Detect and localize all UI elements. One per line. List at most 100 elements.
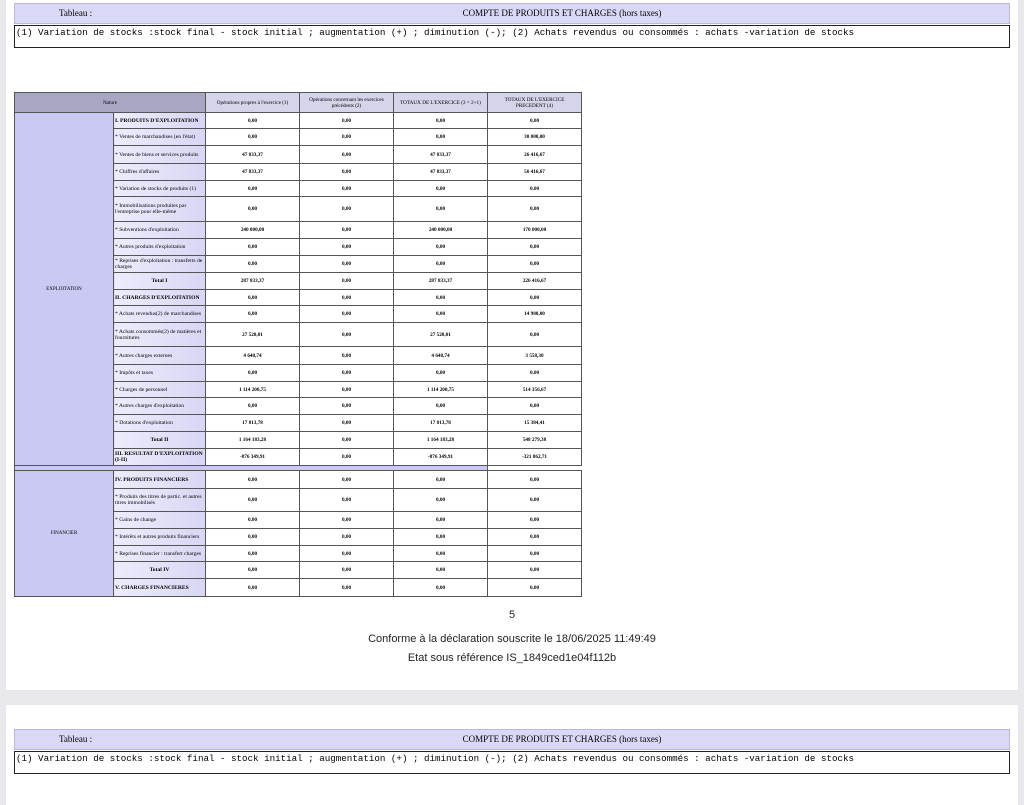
table-row: EXPLOITATION I. PRODUITS D'EXPLOITATION 0,…	[14, 112, 582, 466]
value-cell: 0,00	[299, 528, 394, 546]
value-cell: 0,00	[393, 305, 488, 323]
value-cell: 0,00	[487, 289, 582, 306]
value-cell: -321 862,71	[487, 448, 582, 466]
value-cell: 0,00	[299, 255, 394, 273]
table-row: * Charges de personnel 1 114 200,75 0,00 1 …	[15, 381, 582, 398]
row-label: II. CHARGES D'EXPLOITATION	[113, 289, 206, 306]
value-cell: 0,00	[205, 578, 300, 597]
row-label: III. RESULTAT D'EXPLOITATION (I-II)	[113, 448, 206, 466]
table-row: * Achats revendus(2) de marchandises 0,00…	[15, 305, 582, 323]
value-cell: 0,00	[487, 511, 582, 529]
value-cell: 4 648,74	[205, 346, 300, 365]
footnote-box: (1) Variation de stocks :stock final - s…	[14, 751, 1010, 774]
table-row: V. CHARGES FINANCIERES 0,00 0,00 0,00 0,00	[15, 578, 582, 597]
value-cell: 0,00	[487, 528, 582, 546]
value-cell: 47 833,37	[393, 145, 488, 164]
value-cell: 0,00	[487, 255, 582, 273]
table-row: Total II 1 164 183,28 0,00 1 164 183,28 548 …	[15, 431, 582, 449]
value-cell: 240 000,00	[205, 221, 300, 239]
value-cell: 0,00	[487, 545, 582, 562]
value-cell: 0,00	[299, 545, 394, 562]
value-cell: 0,00	[487, 561, 582, 579]
row-label: * Variation de stocks de produits (1)	[113, 180, 206, 197]
row-label: * Autres charges externes	[113, 346, 206, 365]
value-cell: 0,00	[299, 272, 394, 290]
value-cell: 0,00	[299, 448, 394, 466]
value-cell: 0,00	[205, 545, 300, 562]
value-cell: 0,00	[205, 128, 300, 146]
value-cell: 0,00	[205, 112, 300, 129]
value-cell: 0,00	[393, 511, 488, 529]
value-cell: 0,00	[205, 488, 300, 512]
value-cell: 17 813,78	[393, 414, 488, 432]
value-cell: 0,00	[205, 180, 300, 197]
value-cell: 226 416,67	[487, 272, 582, 290]
value-cell: 0,00	[393, 545, 488, 562]
row-label: * Achats revendus(2) de marchandises	[113, 305, 206, 323]
value-cell: 0,00	[299, 346, 394, 365]
value-cell: 47 833,37	[205, 163, 300, 181]
value-cell: 17 813,78	[205, 414, 300, 432]
value-cell: 0,00	[205, 470, 300, 489]
row-label: Total IV	[113, 561, 206, 579]
value-cell: 0,00	[487, 578, 582, 597]
value-cell: 287 833,37	[205, 272, 300, 290]
table-row: * Gains de change 0,00 0,00 0,00 0,00	[15, 511, 582, 529]
value-cell: 548 279,38	[487, 431, 582, 449]
value-cell: 0,00	[299, 561, 394, 579]
value-cell: 27 520,01	[205, 322, 300, 347]
row-label: * Achats consommés(2) de matières et fou…	[113, 322, 206, 347]
row-label: * Autres produits d'exploitation	[113, 238, 206, 256]
value-cell: 14 980,00	[487, 305, 582, 323]
value-cell: 0,00	[299, 414, 394, 432]
value-cell: 0,00	[299, 238, 394, 256]
value-cell: 4 648,74	[393, 346, 488, 365]
value-cell: 0,00	[393, 397, 488, 415]
value-cell: 30 000,00	[487, 128, 582, 146]
value-cell: 0,00	[487, 488, 582, 512]
value-cell: 0,00	[393, 238, 488, 256]
table-row: II. CHARGES D'EXPLOITATION 0,00 0,00 0,00 0,…	[15, 289, 582, 306]
value-cell: 0,00	[299, 381, 394, 398]
row-label: * Ventes de marchandises (en l'état)	[113, 128, 206, 146]
value-cell: 0,00	[393, 488, 488, 512]
value-cell: 0,00	[205, 511, 300, 529]
row-label: * Gains de change	[113, 511, 206, 529]
value-cell: 1 114 200,75	[393, 381, 488, 398]
value-cell: 0,00	[299, 431, 394, 449]
column-header: Nature	[14, 92, 206, 113]
table-row: * Intérêts et autres produits financiers…	[15, 528, 582, 546]
row-label: * Intérêts et autres produits financiers	[113, 528, 206, 546]
value-cell: 0,00	[393, 180, 488, 197]
tableau-label: Tableau :	[59, 8, 93, 18]
value-cell: 0,00	[299, 196, 394, 222]
conformity-text: Conforme à la déclaration souscrite le 1…	[368, 633, 656, 645]
value-cell: -876 349,91	[393, 448, 488, 466]
row-label: * Reprises d'exploitation : transferts d…	[113, 255, 206, 273]
row-label: * Immobilisations produites par l'entrep…	[113, 196, 206, 222]
table-header-row: Nature Opérations propres à l'exercice (1…	[14, 92, 582, 113]
document-page-2: Tableau : COMPTE DE PRODUITS ET CHARGES …	[6, 705, 1018, 805]
value-cell: 0,00	[487, 196, 582, 222]
row-label: * Charges de personnel	[113, 381, 206, 398]
value-cell: 15 384,41	[487, 414, 582, 432]
footnote-box: (1) Variation de stocks :stock final - s…	[14, 25, 1010, 48]
value-cell: 0,00	[487, 364, 582, 382]
table-row: * Autres produits d'exploitation 0,00 0,00…	[15, 238, 582, 256]
value-cell: 0,00	[299, 488, 394, 512]
value-cell: 0,00	[299, 112, 394, 129]
table-row: * Chiffres d'affaires 47 833,37 0,00 47 833…	[15, 163, 582, 181]
value-cell: 0,00	[299, 364, 394, 382]
value-cell: -876 349,91	[205, 448, 300, 466]
category-cell: FINANCIER	[14, 470, 114, 597]
income-statement-table: Nature Opérations propres à l'exercice (1…	[14, 92, 582, 597]
row-label: Total II	[113, 431, 206, 449]
value-cell: 0,00	[299, 470, 394, 489]
row-label: * Autres charges d'exploitation	[113, 397, 206, 415]
table-row: * Reprises d'exploitation : transferts d…	[15, 255, 582, 273]
value-cell: 1 164 183,28	[205, 431, 300, 449]
value-cell: 0,00	[205, 289, 300, 306]
table-row: * Produits des titres de partic. et autr…	[15, 488, 582, 512]
value-cell: 0,00	[205, 305, 300, 323]
value-cell: 0,00	[393, 470, 488, 489]
